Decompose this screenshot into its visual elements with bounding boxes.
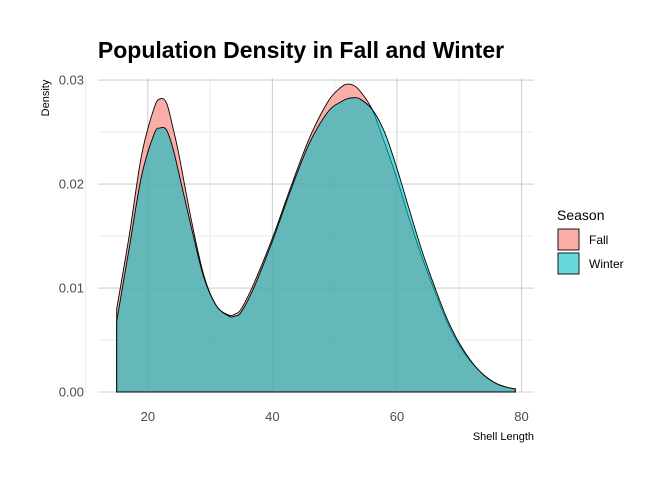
density-area-winter — [116, 97, 516, 393]
x-tick-label: 60 — [390, 409, 404, 424]
x-tick-label: 20 — [141, 409, 155, 424]
legend-swatch — [557, 228, 580, 251]
legend-label: Fall — [589, 233, 608, 247]
y-tick-label: 0.00 — [59, 385, 84, 400]
legend: Season Fall Winter — [557, 207, 624, 275]
y-axis-label: Density — [40, 79, 52, 116]
y-tick-label: 0.02 — [59, 177, 84, 192]
x-tick-label: 80 — [514, 409, 528, 424]
x-tick-label: 40 — [265, 409, 279, 424]
chart-title: Population Density in Fall and Winter — [98, 37, 504, 63]
series-layer — [116, 83, 516, 393]
legend-item-fall: Fall — [557, 228, 608, 251]
y-tick-label: 0.01 — [59, 281, 84, 296]
legend-items: Fall Winter — [557, 228, 624, 275]
ticks-layer: 20 40 60 80 0.00 0.01 0.02 0.03 — [59, 73, 529, 424]
legend-item-winter: Winter — [557, 252, 624, 275]
legend-title: Season — [557, 207, 604, 223]
legend-label: Winter — [589, 257, 624, 271]
legend-swatch — [557, 252, 580, 275]
y-tick-label: 0.03 — [59, 73, 84, 88]
x-axis-label: Shell Length — [473, 431, 534, 443]
